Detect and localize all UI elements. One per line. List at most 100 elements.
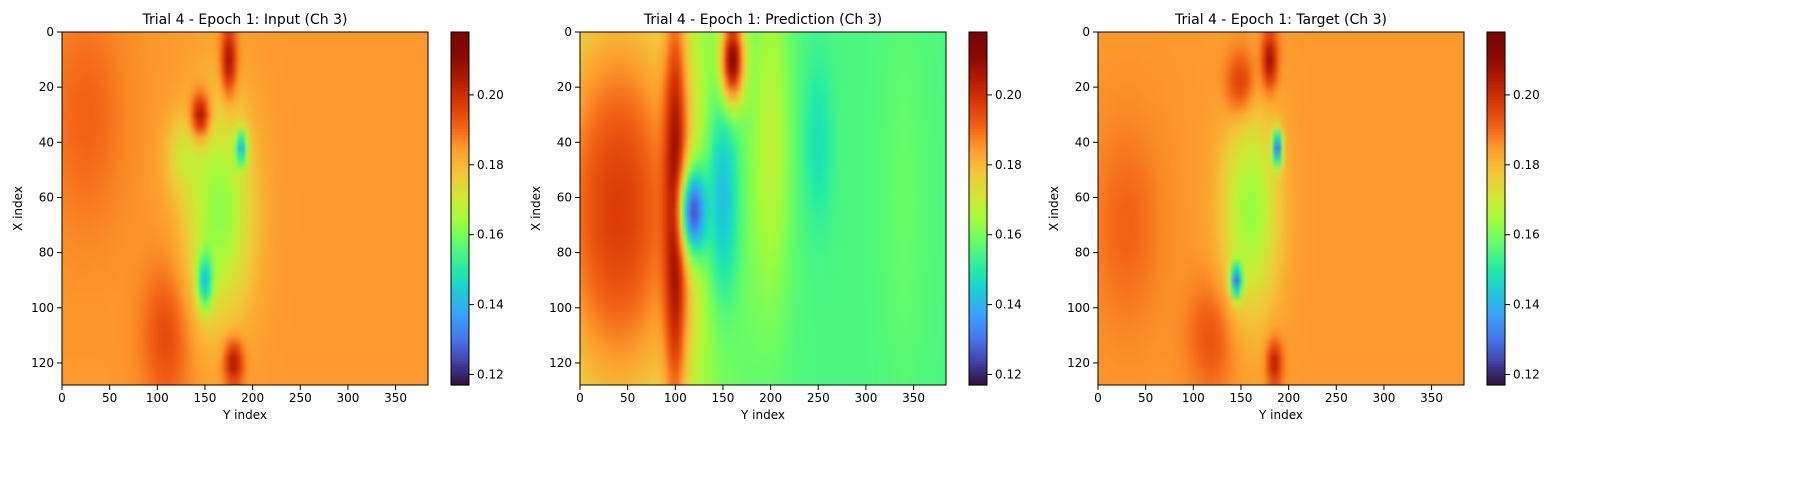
colorbar-segment xyxy=(969,273,987,277)
colorbar-segment xyxy=(1487,190,1505,195)
x-tick-label: 200 xyxy=(241,391,264,405)
colorbar-segment xyxy=(1487,158,1505,163)
colorbar-segment xyxy=(1487,249,1505,254)
colorbar-segment xyxy=(451,220,469,224)
colorbar-segment xyxy=(451,158,469,163)
colorbar-segment xyxy=(969,84,987,89)
colorbar-segment xyxy=(1487,370,1505,374)
colorbar-tick-label: 0.12 xyxy=(995,368,1022,382)
y-tick-label: 120 xyxy=(549,356,572,370)
colorbar-segment xyxy=(1487,334,1505,339)
colorbar-segment xyxy=(969,252,987,257)
colorbar-segment xyxy=(1487,102,1505,107)
colorbar-segment xyxy=(969,64,987,68)
colorbar-segment xyxy=(1487,55,1505,60)
heatmap-image xyxy=(1098,32,1464,385)
x-axis-label: Y index xyxy=(740,408,785,422)
colorbar-segment xyxy=(1487,226,1505,230)
colorbar-segment xyxy=(451,317,469,321)
colorbar-segment xyxy=(451,70,469,74)
colorbar-segment xyxy=(969,240,987,245)
colorbar-segment xyxy=(969,255,987,260)
colorbar-segment xyxy=(1487,140,1505,145)
colorbar-segment xyxy=(969,73,987,77)
colorbar-segment xyxy=(1487,93,1505,98)
colorbar-segment xyxy=(1487,34,1505,39)
colorbar-segment xyxy=(969,358,987,363)
colorbar-segment xyxy=(969,202,987,207)
colorbar-segment xyxy=(451,37,469,42)
colorbar-segment xyxy=(1487,105,1505,110)
colorbar-segment xyxy=(451,264,469,268)
x-tick-label: 0 xyxy=(58,391,66,405)
colorbar-segment xyxy=(1487,134,1505,139)
colorbar-segment xyxy=(1487,196,1505,201)
colorbar-segment xyxy=(1487,320,1505,324)
colorbar-segment xyxy=(969,220,987,224)
colorbar-segment xyxy=(1487,379,1505,383)
colorbar-segment xyxy=(1487,211,1505,215)
colorbar-segment xyxy=(969,229,987,233)
colorbar-segment xyxy=(451,232,469,236)
y-tick-label: 40 xyxy=(39,135,54,149)
colorbar-segment xyxy=(969,364,987,368)
colorbar-segment xyxy=(451,364,469,368)
colorbar-segment xyxy=(969,370,987,374)
colorbar-segment xyxy=(1487,308,1505,313)
colorbar-segment xyxy=(969,184,987,189)
colorbar-segment xyxy=(451,261,469,265)
chart-panel: Trial 4 - Epoch 1: Target (Ch 3) 0 50 100 15… xyxy=(1047,12,1540,422)
colorbar-segment xyxy=(1487,58,1505,63)
colorbar-segment xyxy=(451,90,469,95)
colorbar-segment xyxy=(969,320,987,324)
colorbar-segment xyxy=(451,79,469,83)
colorbar-segment xyxy=(451,243,469,248)
colorbar-segment xyxy=(969,140,987,145)
colorbar-segment xyxy=(451,373,469,377)
colorbar-segment xyxy=(451,320,469,324)
colorbar-segment xyxy=(451,93,469,98)
x-tick-label: 300 xyxy=(1372,391,1395,405)
colorbar-segment xyxy=(969,267,987,271)
colorbar-segment xyxy=(969,293,987,298)
colorbar-segment xyxy=(451,376,469,380)
colorbar-segment xyxy=(969,187,987,192)
colorbar-segment xyxy=(1487,240,1505,245)
chart-panel: Trial 4 - Epoch 1: Prediction (Ch 3) 0 50 1… xyxy=(529,12,1022,422)
colorbar-segment xyxy=(1487,358,1505,363)
colorbar-segment xyxy=(969,40,987,45)
colorbar-segment xyxy=(969,376,987,380)
colorbar-segment xyxy=(969,46,987,51)
colorbar-segment xyxy=(1487,176,1505,180)
colorbar-segment xyxy=(1487,73,1505,77)
colorbar-segment xyxy=(451,126,469,130)
colorbar-segment xyxy=(969,332,987,336)
colorbar-segment xyxy=(1487,79,1505,83)
colorbar-segment xyxy=(451,117,469,121)
colorbar-segment xyxy=(1487,258,1505,263)
x-tick-label: 350 xyxy=(902,391,925,405)
colorbar-segment xyxy=(1487,323,1505,327)
colorbar-segment xyxy=(1487,364,1505,368)
colorbar-segment xyxy=(1487,284,1505,289)
colorbar-segment xyxy=(1487,276,1505,280)
x-tick-label: 300 xyxy=(336,391,359,405)
colorbar-segment xyxy=(1487,152,1505,157)
colorbar-segment xyxy=(969,161,987,165)
colorbar-segment xyxy=(969,261,987,265)
colorbar-segment xyxy=(969,90,987,95)
colorbar-segment xyxy=(969,96,987,101)
colorbar-segment xyxy=(969,308,987,313)
colorbar-segment xyxy=(969,79,987,83)
colorbar-segment xyxy=(451,323,469,327)
colorbar-segment xyxy=(451,76,469,80)
colorbar-segment xyxy=(1487,87,1505,92)
colorbar-tick-label: 0.20 xyxy=(1513,88,1540,102)
colorbar-segment xyxy=(1487,252,1505,257)
heatmap-image xyxy=(62,32,428,385)
colorbar-segment xyxy=(969,167,987,171)
colorbar-segment xyxy=(1487,129,1505,133)
colorbar-segment xyxy=(451,234,469,239)
colorbar-segment xyxy=(451,179,469,183)
